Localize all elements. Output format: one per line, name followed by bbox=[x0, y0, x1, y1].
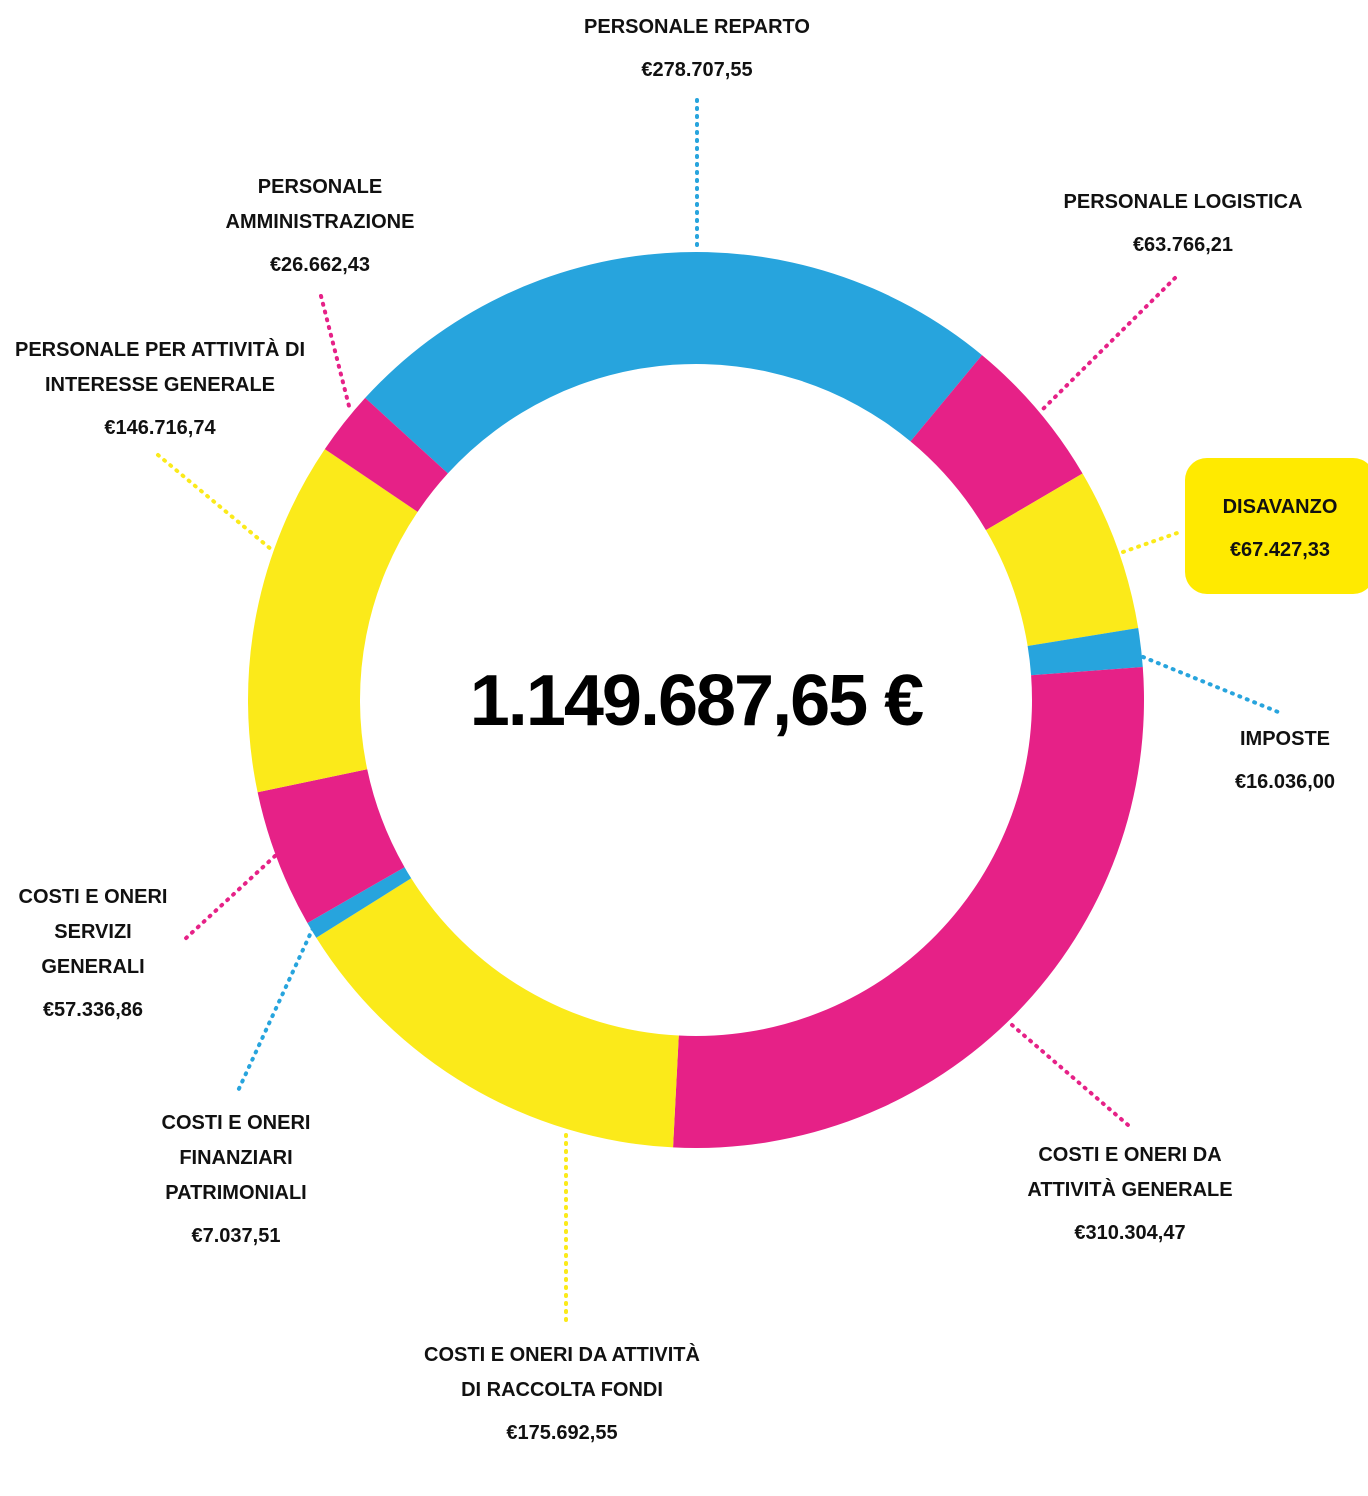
slice bbox=[257, 769, 405, 923]
center-total: 1.149.687,65 € bbox=[469, 661, 924, 741]
value-label: €63.766,21 bbox=[1132, 234, 1234, 256]
value-label: €278.707,55 bbox=[641, 59, 753, 81]
slice-label: DISAVANZO €67.427,33 bbox=[1190, 490, 1368, 568]
leader-line bbox=[1141, 655, 1285, 716]
leader-line bbox=[182, 854, 277, 942]
slice-label: PERSONALE LOGISTICA €63.766,21 bbox=[1023, 185, 1343, 263]
category-label: PERSONALE LOGISTICA bbox=[1063, 191, 1303, 213]
value-label: €26.662,43 bbox=[269, 254, 371, 276]
slice-label: COSTI E ONERI SERVIZI GENERALI €57.336,86 bbox=[8, 880, 178, 1028]
slice bbox=[910, 355, 1083, 531]
value-label: €310.304,47 bbox=[1074, 1222, 1186, 1244]
category-label: COSTI E ONERI DA ATTIVITÀ DI RACCOLTA FO… bbox=[424, 1344, 700, 1401]
category-label: COSTI E ONERI FINANZIARI PATRIMONIALI bbox=[161, 1112, 311, 1204]
slice-label: IMPOSTE €16.036,00 bbox=[1195, 722, 1368, 800]
value-label: €67.427,33 bbox=[1229, 539, 1331, 561]
slice-label: COSTI E ONERI FINANZIARI PATRIMONIALI €7.… bbox=[136, 1106, 336, 1254]
category-label: DISAVANZO bbox=[1222, 496, 1338, 518]
category-label: IMPOSTE bbox=[1239, 728, 1330, 750]
category-label: COSTI E ONERI DA ATTIVITÀ GENERALE bbox=[1027, 1144, 1233, 1201]
slice bbox=[1027, 628, 1143, 676]
slice-label: COSTI E ONERI DA ATTIVITÀ GENERALE €310.3… bbox=[995, 1138, 1265, 1251]
value-label: €175.692,55 bbox=[506, 1422, 618, 1444]
slice bbox=[316, 878, 679, 1148]
slice bbox=[365, 252, 982, 474]
value-label: €16.036,00 bbox=[1234, 771, 1336, 793]
category-label: PERSONALE AMMINISTRAZIONE bbox=[225, 176, 415, 233]
category-label: PERSONALE REPARTO bbox=[584, 16, 810, 38]
leader-line bbox=[235, 926, 315, 1095]
value-label: €146.716,74 bbox=[104, 417, 216, 439]
leader-line bbox=[1040, 276, 1177, 412]
category-label: PERSONALE PER ATTIVITÀ DI INTERESSE GENE… bbox=[14, 339, 306, 396]
value-label: €57.336,86 bbox=[42, 999, 144, 1021]
leader-line bbox=[1121, 530, 1182, 554]
slice bbox=[324, 397, 448, 512]
slice bbox=[673, 666, 1144, 1148]
slice bbox=[985, 473, 1139, 647]
slice-label: COSTI E ONERI DA ATTIVITÀ DI RACCOLTA FO… bbox=[412, 1338, 712, 1451]
highlight-box bbox=[1185, 458, 1368, 594]
leader-line bbox=[319, 294, 352, 412]
slice bbox=[248, 449, 418, 793]
category-label: COSTI E ONERI SERVIZI GENERALI bbox=[18, 886, 168, 978]
slice-label: PERSONALE REPARTO €278.707,55 bbox=[487, 10, 907, 88]
leader-line bbox=[156, 453, 274, 552]
slice-label: PERSONALE AMMINISTRAZIONE €26.662,43 bbox=[195, 170, 445, 283]
leader-line bbox=[1010, 1023, 1130, 1127]
slice-label: PERSONALE PER ATTIVITÀ DI INTERESSE GENE… bbox=[5, 333, 315, 446]
slice bbox=[307, 867, 412, 938]
value-label: €7.037,51 bbox=[191, 1225, 281, 1247]
